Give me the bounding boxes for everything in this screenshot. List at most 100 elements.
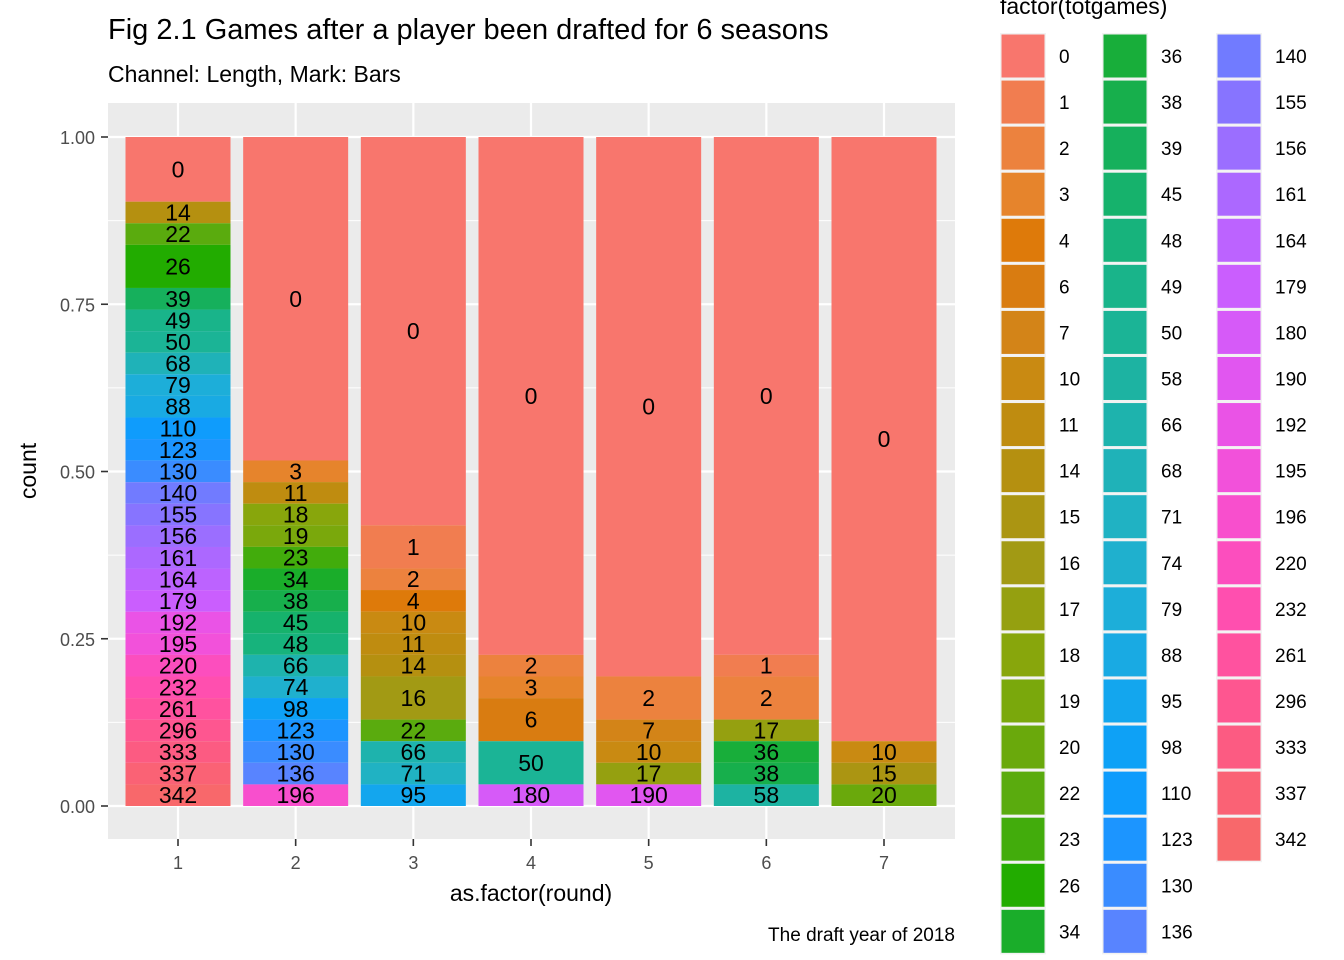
chart-title: Fig 2.1 Games after a player been drafte… — [108, 14, 829, 46]
segment-label: 22 — [165, 221, 191, 247]
bar-segment — [243, 611, 349, 634]
legend-label: 195 — [1275, 462, 1307, 483]
bar-segment — [596, 784, 702, 806]
bar-segment — [360, 762, 466, 785]
bar-segment — [125, 698, 231, 720]
segment-label: 1 — [760, 653, 773, 679]
bar-segment — [831, 762, 937, 785]
bar-segment — [243, 762, 349, 785]
bar-segment — [125, 223, 231, 245]
legend-swatch — [1001, 218, 1045, 262]
bar-segment — [125, 784, 231, 806]
segment-label: 36 — [754, 739, 780, 765]
segment-label: 19 — [283, 523, 309, 549]
segment-label: 130 — [159, 458, 197, 484]
legend-swatch — [1217, 725, 1261, 769]
bar-segment — [243, 503, 349, 526]
segment-label: 11 — [401, 631, 425, 657]
bar-segment — [596, 719, 702, 742]
segment-label: 71 — [401, 761, 427, 787]
bar-segment — [125, 460, 231, 483]
legend-label: 232 — [1275, 600, 1307, 621]
bar-segment — [125, 374, 231, 396]
legend-swatch — [1001, 264, 1045, 308]
bar-segment — [478, 654, 584, 677]
segment-label: 34 — [283, 566, 309, 592]
bar-segment — [360, 590, 466, 612]
segment-label: 66 — [283, 653, 309, 679]
bar-segment — [478, 741, 584, 785]
legend-swatch — [1001, 80, 1045, 124]
y-tick-label: 0.75 — [60, 295, 95, 315]
legend-label: 333 — [1275, 738, 1307, 759]
legend-items: 0123467101114151617181920222326343638394… — [1000, 33, 1307, 955]
segment-labels: 0142226394950687988110123130140155156161… — [159, 156, 897, 808]
legend-label: 79 — [1161, 600, 1182, 621]
bar-segment — [125, 676, 231, 699]
legend-label: 4 — [1059, 231, 1070, 252]
segment-label: 50 — [518, 750, 544, 776]
legend-label: 98 — [1161, 738, 1182, 759]
bar-segment — [713, 137, 819, 655]
legend-swatch — [1001, 172, 1045, 216]
bar-segment — [125, 331, 231, 353]
bar-segment — [243, 698, 349, 720]
legend-swatch — [1103, 34, 1147, 78]
legend-label: 18 — [1059, 646, 1080, 667]
bar-segment — [243, 654, 349, 677]
segment-label: 10 — [401, 609, 427, 635]
segment-label: 156 — [159, 523, 197, 549]
x-tick-label: 2 — [291, 853, 301, 873]
segment-label: 58 — [754, 782, 780, 808]
legend-label: 180 — [1275, 323, 1307, 344]
bar-segment — [596, 676, 702, 720]
legend-label: 1 — [1059, 93, 1070, 114]
bar-segment — [360, 611, 466, 634]
legend-label: 16 — [1059, 554, 1080, 575]
segment-label: 20 — [871, 782, 897, 808]
legend-label: 179 — [1275, 277, 1307, 298]
bar-segment — [713, 654, 819, 677]
legend-swatch — [1001, 863, 1045, 907]
legend-swatch — [1103, 218, 1147, 262]
bar-segment — [243, 482, 349, 504]
legend-swatch — [1217, 771, 1261, 815]
legend-swatch — [1217, 218, 1261, 262]
legend-swatch — [1103, 587, 1147, 631]
bar-segment — [243, 568, 349, 591]
segment-label: 155 — [159, 502, 197, 528]
x-tick-label: 5 — [644, 853, 654, 873]
legend-swatch — [1001, 126, 1045, 170]
legend-label: 71 — [1161, 508, 1182, 529]
legend-swatch — [1217, 34, 1261, 78]
bar-segment — [478, 676, 584, 699]
legend-label: 26 — [1059, 876, 1080, 897]
segment-label: 23 — [283, 545, 309, 571]
x-tick-label: 4 — [526, 853, 536, 873]
legend-swatch — [1217, 172, 1261, 216]
segment-label: 38 — [754, 761, 780, 787]
segment-label: 0 — [760, 383, 773, 409]
bar-segment — [125, 546, 231, 569]
legend-label: 20 — [1059, 738, 1080, 759]
segment-label: 3 — [289, 458, 302, 484]
bar-segment — [125, 287, 231, 310]
bar-segment — [125, 654, 231, 677]
legend-label: 48 — [1161, 231, 1182, 252]
segment-label: 10 — [636, 739, 662, 765]
legend-label: 23 — [1059, 830, 1080, 851]
bar-segment — [125, 525, 231, 547]
segment-label: 296 — [159, 717, 197, 743]
legend-swatch — [1217, 80, 1261, 124]
legend-label: 36 — [1161, 47, 1182, 68]
legend-label: 66 — [1161, 416, 1182, 437]
legend-swatch — [1001, 310, 1045, 354]
legend-swatch — [1001, 34, 1045, 78]
bar-segment — [243, 137, 349, 461]
legend-label: 95 — [1161, 692, 1182, 713]
bar-segment — [713, 719, 819, 742]
segment-label: 74 — [283, 674, 309, 700]
segment-label: 180 — [512, 782, 550, 808]
legend-swatch — [1217, 587, 1261, 631]
